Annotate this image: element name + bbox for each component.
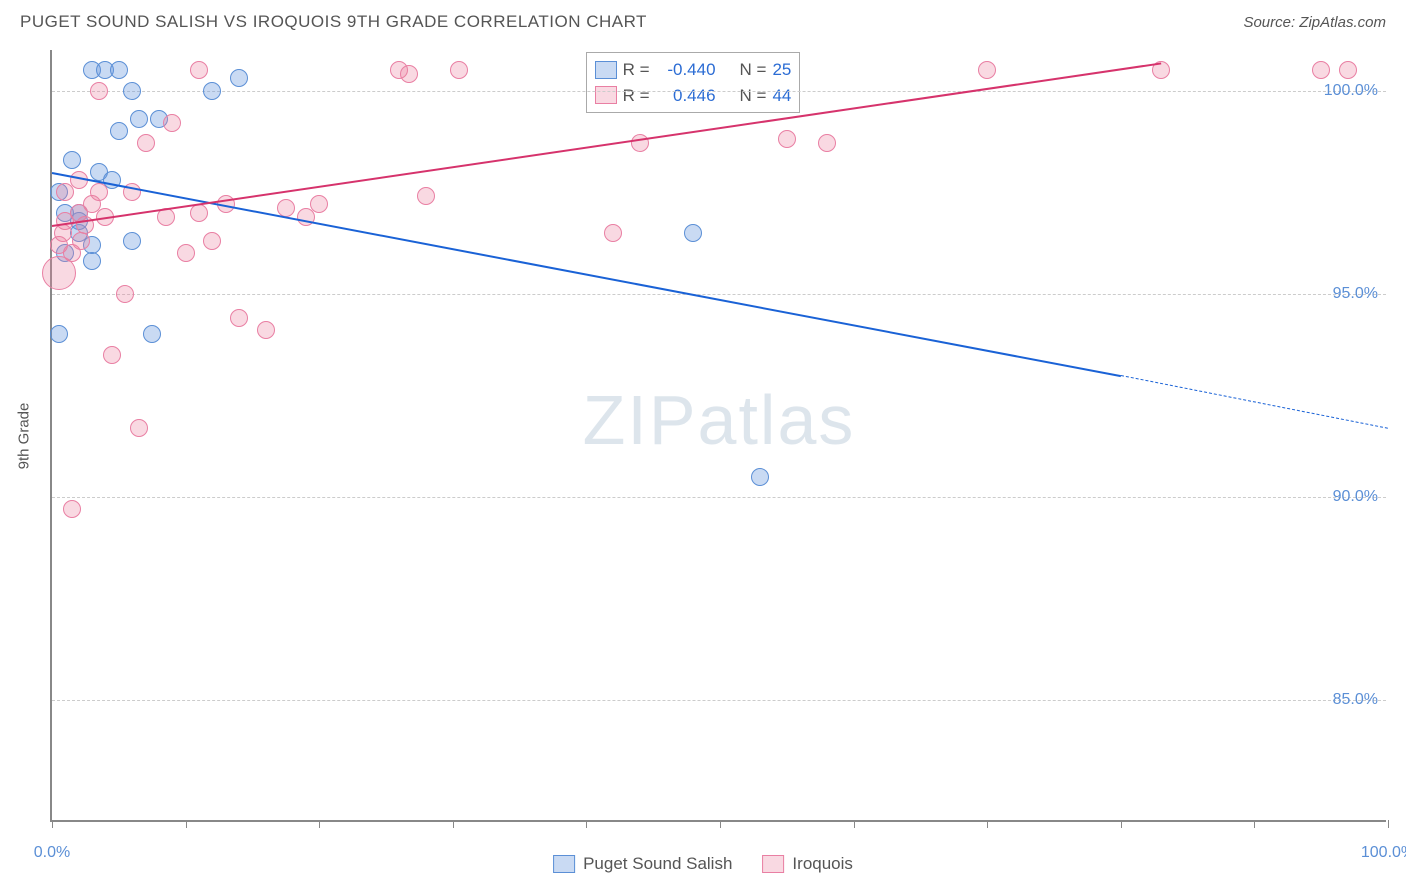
legend-item: Iroquois xyxy=(762,854,852,874)
r-value: -0.440 xyxy=(656,57,716,83)
gridline xyxy=(52,91,1386,92)
data-point xyxy=(50,325,68,343)
x-tick xyxy=(52,820,53,828)
data-point xyxy=(450,61,468,79)
legend-item: Puget Sound Salish xyxy=(553,854,732,874)
data-point xyxy=(684,224,702,242)
data-point xyxy=(90,82,108,100)
legend-swatch xyxy=(762,855,784,873)
data-point xyxy=(123,82,141,100)
x-tick xyxy=(854,820,855,828)
legend-label: Puget Sound Salish xyxy=(583,854,732,874)
x-tick xyxy=(1388,820,1389,828)
data-point xyxy=(257,321,275,339)
gridline xyxy=(52,497,1386,498)
data-point xyxy=(54,224,72,242)
data-point xyxy=(123,232,141,250)
data-point xyxy=(90,183,108,201)
x-tick xyxy=(319,820,320,828)
trend-line xyxy=(1121,375,1388,429)
data-point xyxy=(978,61,996,79)
data-point xyxy=(751,468,769,486)
r-value: 0.446 xyxy=(656,83,716,109)
data-point xyxy=(83,252,101,270)
data-point xyxy=(190,61,208,79)
x-tick xyxy=(453,820,454,828)
data-point xyxy=(63,500,81,518)
legend-row: R =-0.440 N =25 xyxy=(595,57,792,83)
data-point xyxy=(230,309,248,327)
data-point xyxy=(230,69,248,87)
n-value: 25 xyxy=(772,57,791,83)
x-tick xyxy=(1121,820,1122,828)
y-axis-label: 9th Grade xyxy=(16,403,33,470)
legend-row: R =0.446 N =44 xyxy=(595,83,792,109)
data-point xyxy=(163,114,181,132)
data-point xyxy=(818,134,836,152)
chart-title: PUGET SOUND SALISH VS IROQUOIS 9TH GRADE… xyxy=(20,12,647,32)
x-tick xyxy=(987,820,988,828)
n-label: N = xyxy=(740,57,767,83)
data-point xyxy=(63,151,81,169)
chart-source: Source: ZipAtlas.com xyxy=(1243,14,1386,31)
y-tick-label: 95.0% xyxy=(1333,285,1378,303)
correlation-legend: R =-0.440 N =25 R =0.446 N =44 xyxy=(586,52,801,113)
x-tick xyxy=(1254,820,1255,828)
n-label: N = xyxy=(740,83,767,109)
data-point xyxy=(604,224,622,242)
gridline xyxy=(52,294,1386,295)
x-tick xyxy=(186,820,187,828)
plot-region: ZIPatlas R =-0.440 N =25 R =0.446 N =44 85.… xyxy=(50,50,1386,822)
data-point xyxy=(116,285,134,303)
y-tick-label: 100.0% xyxy=(1324,82,1378,100)
data-point xyxy=(56,183,74,201)
data-point xyxy=(203,82,221,100)
legend-swatch xyxy=(595,86,617,104)
data-point xyxy=(778,130,796,148)
data-point xyxy=(103,346,121,364)
chart-area: 9th Grade ZIPatlas R =-0.440N =25R =0.44… xyxy=(50,50,1386,822)
data-point xyxy=(417,187,435,205)
data-point xyxy=(1339,61,1357,79)
watermark: ZIPatlas xyxy=(583,380,856,460)
legend-swatch xyxy=(595,61,617,79)
data-point xyxy=(203,232,221,250)
gridline xyxy=(52,700,1386,701)
data-point xyxy=(310,195,328,213)
data-point xyxy=(110,61,128,79)
data-point xyxy=(130,110,148,128)
x-tick xyxy=(586,820,587,828)
data-point xyxy=(72,232,90,250)
data-point xyxy=(110,122,128,140)
x-tick-label: 0.0% xyxy=(34,844,70,862)
data-point xyxy=(1312,61,1330,79)
x-tick xyxy=(720,820,721,828)
data-point xyxy=(143,325,161,343)
r-label: R = xyxy=(623,57,650,83)
legend-label: Iroquois xyxy=(792,854,852,874)
y-tick-label: 90.0% xyxy=(1333,488,1378,506)
data-point xyxy=(177,244,195,262)
legend-swatch xyxy=(553,855,575,873)
data-point xyxy=(400,65,418,83)
n-value: 44 xyxy=(772,83,791,109)
x-tick-label: 100.0% xyxy=(1361,844,1406,862)
data-point xyxy=(137,134,155,152)
y-tick-label: 85.0% xyxy=(1333,691,1378,709)
chart-header: PUGET SOUND SALISH VS IROQUOIS 9TH GRADE… xyxy=(0,0,1406,40)
series-legend: Puget Sound Salish Iroquois xyxy=(553,854,853,874)
r-label: R = xyxy=(623,83,650,109)
data-point xyxy=(130,419,148,437)
